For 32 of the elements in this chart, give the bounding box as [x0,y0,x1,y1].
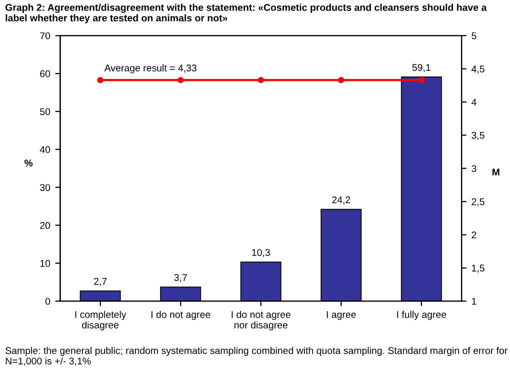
x-tick-label: I agree [326,311,356,320]
x-tick-label: I do not agree nor disagree [232,310,290,330]
data-label: 10,3 [252,249,270,258]
data-label: 3,7 [174,274,187,282]
y-tick-label: 30 [40,184,50,191]
x-tick-label: I do not agree [151,310,210,320]
data-label: 59,1 [412,64,430,72]
annotation: Average result = 4,33 [104,64,196,74]
y-axis-title: % [24,160,33,166]
y2-tick-label: 2 [472,231,476,238]
y-tick-label: 20 [40,222,50,229]
y-tick-label: 70 [40,32,50,40]
y2-tick-label: 2,5 [472,198,484,206]
y2-tick-label: 3 [472,165,476,172]
y2-tick-label: 1,5 [472,264,484,273]
y-tick-label: 0 [45,298,50,305]
chart-title: Graph 2: Agreement/disagreement with the statement: «Cosmetic products and cleansers should have a label whether they are tested on animals or not» [6,4,487,24]
x-tick-label: I completely disagree [75,310,126,330]
y2-tick-label: 3,5 [472,132,484,140]
x-tick-label: I fully agree [397,310,446,320]
y-tick-label: 60 [40,70,50,78]
y-tick-label: 50 [40,108,50,116]
y2-tick-label: 4,5 [471,66,484,74]
y2-axis-title: M [492,168,500,176]
y2-tick-label: 1 [472,298,476,305]
y-tick-label: 10 [40,260,50,267]
data-label: 24,2 [332,196,350,204]
y2-tick-label: 5 [472,32,476,40]
data-label: 2,7 [94,278,107,286]
y-tick-label: 40 [40,146,50,154]
y2-tick-label: 4 [471,98,476,106]
text: Sample: the general public; random systematic sampling combined with quota sampling. Standard margin of error for N=1,000 is +/- 3,1% [6,346,508,366]
